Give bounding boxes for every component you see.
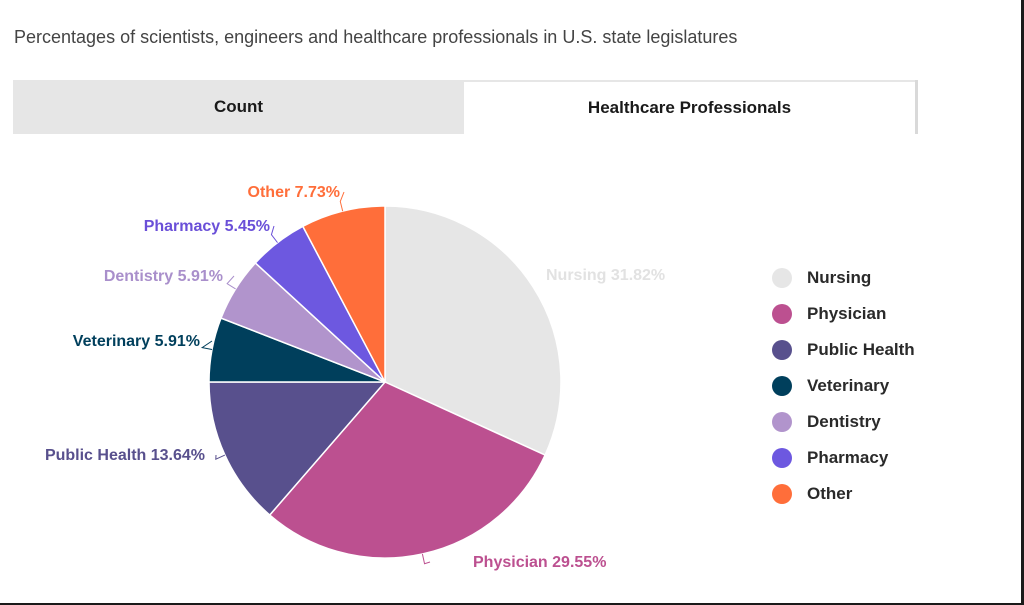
legend-swatch: [772, 376, 792, 396]
tab-count[interactable]: Count: [13, 80, 464, 134]
slice-label-other: Other 7.73%: [248, 184, 340, 201]
connector-line: [200, 340, 213, 350]
legend-item-nursing[interactable]: Nursing: [772, 260, 915, 296]
legend-item-public-health[interactable]: Public Health: [772, 332, 915, 368]
legend-swatch: [772, 268, 792, 288]
slice-label-physician: Physician 29.55%: [473, 554, 606, 571]
slice-label-nursing: Nursing 31.82%: [546, 267, 665, 284]
pie-chart: Nursing 31.82% Physician 29.55% Public Hea…: [45, 184, 665, 571]
chart-subtitle: Percentages of scientists, engineers and…: [14, 27, 738, 47]
connector-line: [215, 454, 226, 461]
chart-legend: Nursing Physician Public Health Veterina…: [772, 260, 915, 512]
tab-bar-shadow: [915, 80, 918, 134]
pie-slice-physician[interactable]: [268, 381, 547, 559]
slice-label-public-health: Public Health 13.64%: [45, 447, 205, 464]
legend-item-veterinary[interactable]: Veterinary: [772, 368, 915, 404]
legend-swatch: [772, 412, 792, 432]
legend-label: Other: [807, 484, 853, 503]
slice-label-pharmacy: Pharmacy 5.45%: [144, 218, 270, 235]
legend-item-pharmacy[interactable]: Pharmacy: [772, 440, 915, 476]
legend-swatch: [772, 448, 792, 468]
legend-item-physician[interactable]: Physician: [772, 296, 915, 332]
legend-item-other[interactable]: Other: [772, 476, 915, 512]
pie-slice-public-health[interactable]: [208, 381, 387, 517]
legend-swatch: [772, 304, 792, 324]
connector-line: [339, 191, 345, 212]
legend-label: Dentistry: [807, 412, 881, 431]
legend-label: Pharmacy: [807, 448, 889, 467]
window-right-border: [1021, 0, 1024, 605]
legend-label: Nursing: [807, 268, 872, 287]
legend-swatch: [772, 340, 792, 360]
legend-label: Veterinary: [807, 376, 890, 395]
window-bottom-border: [0, 603, 1024, 605]
connector-line: [421, 553, 431, 565]
connector-line: [226, 275, 236, 290]
legend-item-dentistry[interactable]: Dentistry: [772, 404, 915, 440]
slice-label-veterinary: Veterinary 5.91%: [73, 333, 200, 350]
tab-healthcare-professionals[interactable]: Healthcare Professionals: [464, 82, 915, 134]
slice-label-dentistry: Dentistry 5.91%: [104, 268, 223, 285]
legend-swatch: [772, 484, 792, 504]
tab-bar: Count Healthcare Professionals: [13, 80, 918, 134]
pie-slice-nursing[interactable]: [384, 205, 562, 457]
connector-line: [270, 225, 278, 243]
legend-label: Physician: [807, 304, 887, 323]
legend-label: Public Health: [807, 340, 915, 359]
